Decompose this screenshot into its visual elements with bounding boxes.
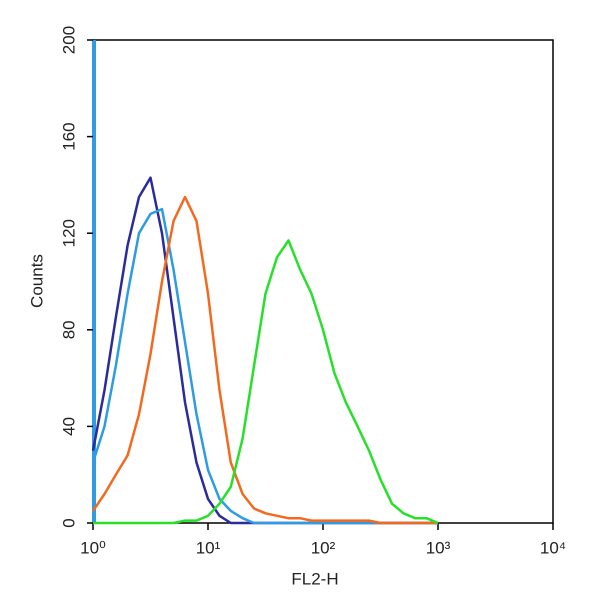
y-axis-label: Counts <box>27 254 46 308</box>
x-tick-label: 10³ <box>426 538 451 557</box>
x-axis-label: FL2-H <box>291 569 338 588</box>
y-tick-label: 40 <box>59 417 78 436</box>
series-line <box>91 176 438 525</box>
y-tick-label: 200 <box>59 26 78 54</box>
y-tick-label: 120 <box>59 219 78 247</box>
y-tick-label: 0 <box>59 518 78 527</box>
series-line <box>93 239 439 525</box>
y-tick-label: 160 <box>59 122 78 150</box>
x-tick-label: 10² <box>311 538 336 557</box>
series-line <box>91 195 438 525</box>
y-tick-label: 80 <box>59 320 78 339</box>
x-tick-label: 10⁴ <box>540 538 566 557</box>
series-line <box>91 207 438 525</box>
x-tick-label: 10¹ <box>196 538 221 557</box>
x-tick-label: 10⁰ <box>80 538 106 557</box>
